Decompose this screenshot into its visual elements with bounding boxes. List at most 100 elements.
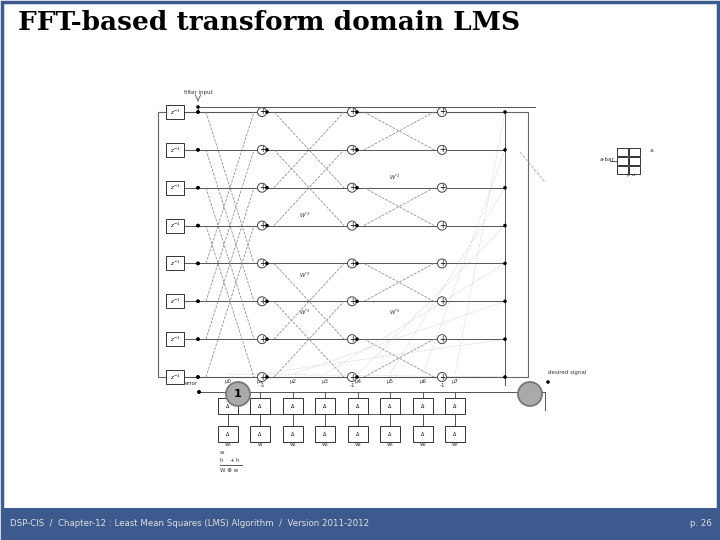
Circle shape — [355, 110, 359, 114]
Text: w₄: w₄ — [355, 442, 361, 447]
Text: +: + — [229, 458, 234, 463]
Bar — [380, 398, 400, 414]
Circle shape — [265, 224, 269, 227]
Bar — [158, 112, 528, 377]
Text: desired signal: desired signal — [548, 370, 586, 375]
Text: error: error — [185, 381, 198, 386]
Circle shape — [196, 338, 200, 341]
Text: DSP-CIS  /  Chapter-12 : Least Mean Squares (LMS) Algorithm  /  Version 2011-201: DSP-CIS / Chapter-12 : Least Mean Square… — [10, 518, 369, 528]
Circle shape — [258, 259, 266, 268]
Text: +: + — [438, 221, 445, 230]
Text: $z^{-1}$: $z^{-1}$ — [170, 373, 180, 382]
Circle shape — [196, 261, 200, 265]
Bar — [348, 398, 368, 414]
Circle shape — [438, 335, 446, 343]
Circle shape — [265, 375, 269, 379]
Text: +: + — [348, 373, 355, 381]
Circle shape — [355, 224, 359, 227]
Text: $z^{-1}$: $z^{-1}$ — [170, 296, 180, 306]
Circle shape — [258, 221, 266, 230]
Circle shape — [438, 373, 446, 381]
Text: h: h — [220, 458, 223, 463]
Circle shape — [348, 183, 356, 192]
Text: +: + — [348, 107, 355, 117]
Bar — [250, 398, 270, 414]
Bar — [283, 398, 303, 414]
Circle shape — [438, 221, 446, 230]
Circle shape — [265, 186, 269, 190]
Circle shape — [265, 261, 269, 265]
Circle shape — [258, 335, 266, 343]
Bar — [380, 426, 400, 442]
Circle shape — [265, 338, 269, 341]
Circle shape — [348, 335, 356, 343]
Bar — [166, 181, 184, 195]
Text: μ3: μ3 — [322, 379, 328, 384]
Circle shape — [258, 373, 266, 381]
Circle shape — [348, 259, 356, 268]
Text: μ7: μ7 — [451, 379, 459, 384]
Circle shape — [196, 300, 200, 303]
Text: a: a — [650, 148, 654, 153]
Text: w: w — [258, 442, 262, 447]
Text: p. 26: p. 26 — [690, 518, 712, 528]
Circle shape — [503, 186, 507, 190]
Circle shape — [196, 186, 200, 190]
Bar — [2, 508, 718, 538]
Text: +: + — [258, 297, 265, 306]
Text: $\Delta$: $\Delta$ — [387, 402, 392, 410]
Bar — [283, 426, 303, 442]
Text: +: + — [348, 145, 355, 154]
Circle shape — [546, 380, 550, 384]
Bar — [629, 166, 639, 174]
Text: μ5: μ5 — [387, 379, 394, 384]
Text: 1: 1 — [234, 389, 242, 399]
Text: $\Delta$: $\Delta$ — [387, 430, 392, 438]
Text: +: + — [258, 221, 265, 230]
Text: +: + — [348, 335, 355, 343]
Text: W ⊗ w: W ⊗ w — [220, 468, 238, 473]
Text: $z^{-1}$: $z^{-1}$ — [170, 183, 180, 192]
Text: μ1: μ1 — [256, 379, 264, 384]
Circle shape — [258, 183, 266, 192]
Circle shape — [196, 110, 200, 114]
Text: $W^{*3}$: $W^{*3}$ — [299, 308, 311, 318]
Circle shape — [258, 107, 266, 117]
Text: +: + — [258, 145, 265, 154]
Text: +: + — [348, 259, 355, 268]
Bar — [315, 426, 335, 442]
Text: $\Delta$: $\Delta$ — [323, 402, 328, 410]
Bar — [413, 426, 433, 442]
Bar — [445, 426, 465, 442]
Text: μ2: μ2 — [289, 379, 297, 384]
Bar — [166, 105, 184, 119]
Text: +: + — [438, 107, 445, 117]
Text: +: + — [438, 183, 445, 192]
Circle shape — [503, 338, 507, 341]
Circle shape — [265, 110, 269, 114]
Text: $\Delta$: $\Delta$ — [257, 402, 263, 410]
Text: -1: -1 — [259, 383, 265, 388]
Circle shape — [196, 375, 200, 379]
Circle shape — [503, 375, 507, 379]
Bar — [218, 398, 238, 414]
Circle shape — [355, 148, 359, 152]
Text: +: + — [438, 297, 445, 306]
Circle shape — [196, 186, 200, 190]
Circle shape — [503, 261, 507, 265]
Circle shape — [355, 186, 359, 190]
Circle shape — [196, 105, 200, 109]
Circle shape — [503, 224, 507, 227]
Bar — [616, 166, 628, 174]
Text: +: + — [348, 297, 355, 306]
Bar — [445, 398, 465, 414]
Bar — [629, 148, 639, 156]
Text: +: + — [348, 183, 355, 192]
Bar — [166, 219, 184, 233]
Text: +: + — [438, 373, 445, 381]
Circle shape — [355, 375, 359, 379]
Text: w₀: w₀ — [225, 442, 231, 447]
Bar — [166, 256, 184, 271]
Text: w₇: w₇ — [451, 442, 459, 447]
Circle shape — [196, 375, 200, 379]
